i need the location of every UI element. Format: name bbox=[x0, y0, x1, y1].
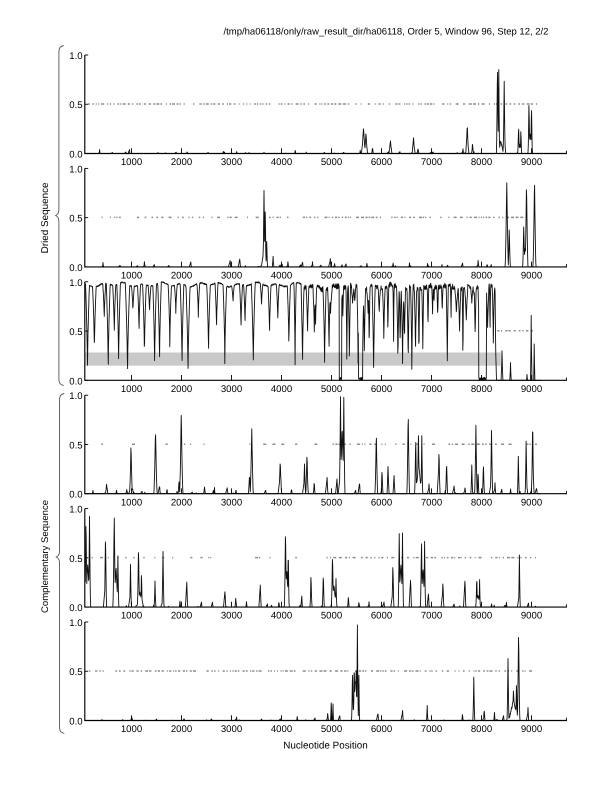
svg-text:3000: 3000 bbox=[221, 384, 242, 395]
svg-text:5000: 5000 bbox=[321, 724, 342, 735]
svg-text:1000: 1000 bbox=[121, 611, 142, 622]
svg-text:0.5: 0.5 bbox=[69, 214, 82, 225]
svg-text:8000: 8000 bbox=[471, 497, 492, 508]
svg-text:1000: 1000 bbox=[121, 497, 142, 508]
svg-text:5000: 5000 bbox=[321, 271, 342, 282]
svg-text:1.0: 1.0 bbox=[69, 164, 82, 175]
svg-text:1000: 1000 bbox=[121, 271, 142, 282]
svg-text:7000: 7000 bbox=[421, 611, 442, 622]
svg-text:3000: 3000 bbox=[221, 611, 242, 622]
svg-text:2000: 2000 bbox=[171, 497, 192, 508]
svg-text:0.5: 0.5 bbox=[69, 554, 82, 565]
svg-text:9000: 9000 bbox=[521, 271, 542, 282]
svg-text:2000: 2000 bbox=[171, 271, 192, 282]
svg-text:8000: 8000 bbox=[471, 611, 492, 622]
svg-text:7000: 7000 bbox=[421, 384, 442, 395]
svg-text:6000: 6000 bbox=[371, 724, 392, 735]
svg-text:2000: 2000 bbox=[171, 384, 192, 395]
svg-text:/tmp/ha06118/only/raw_result_d: /tmp/ha06118/only/raw_result_dir/ha06118… bbox=[224, 27, 549, 38]
svg-text:2000: 2000 bbox=[171, 611, 192, 622]
svg-text:4000: 4000 bbox=[271, 611, 292, 622]
svg-text:1000: 1000 bbox=[121, 724, 142, 735]
svg-text:9000: 9000 bbox=[521, 724, 542, 735]
svg-text:3000: 3000 bbox=[221, 497, 242, 508]
svg-text:0.5: 0.5 bbox=[69, 100, 82, 111]
svg-text:8000: 8000 bbox=[471, 157, 492, 168]
svg-text:0.0: 0.0 bbox=[69, 490, 82, 501]
svg-text:0.0: 0.0 bbox=[69, 263, 82, 274]
svg-text:6000: 6000 bbox=[371, 497, 392, 508]
svg-text:1000: 1000 bbox=[121, 384, 142, 395]
svg-text:1.0: 1.0 bbox=[69, 618, 82, 629]
svg-text:4000: 4000 bbox=[271, 157, 292, 168]
svg-text:7000: 7000 bbox=[421, 497, 442, 508]
svg-text:5000: 5000 bbox=[321, 384, 342, 395]
svg-text:9000: 9000 bbox=[521, 157, 542, 168]
svg-text:4000: 4000 bbox=[271, 384, 292, 395]
svg-text:8000: 8000 bbox=[471, 384, 492, 395]
svg-text:9000: 9000 bbox=[521, 384, 542, 395]
svg-text:8000: 8000 bbox=[471, 271, 492, 282]
svg-text:3000: 3000 bbox=[221, 271, 242, 282]
svg-text:2000: 2000 bbox=[171, 724, 192, 735]
svg-text:4000: 4000 bbox=[271, 724, 292, 735]
svg-text:4000: 4000 bbox=[271, 271, 292, 282]
svg-text:7000: 7000 bbox=[421, 157, 442, 168]
svg-text:0.0: 0.0 bbox=[69, 150, 82, 161]
svg-text:5000: 5000 bbox=[321, 497, 342, 508]
svg-text:4000: 4000 bbox=[271, 497, 292, 508]
svg-text:1.0: 1.0 bbox=[69, 505, 82, 516]
svg-text:3000: 3000 bbox=[221, 157, 242, 168]
svg-text:6000: 6000 bbox=[371, 271, 392, 282]
svg-text:3000: 3000 bbox=[221, 724, 242, 735]
svg-text:0.5: 0.5 bbox=[69, 327, 82, 338]
svg-text:0.5: 0.5 bbox=[69, 440, 82, 451]
svg-text:1.0: 1.0 bbox=[69, 51, 82, 62]
svg-text:0.0: 0.0 bbox=[69, 376, 82, 387]
svg-text:Nucleotide Position: Nucleotide Position bbox=[283, 740, 368, 751]
svg-text:8000: 8000 bbox=[471, 724, 492, 735]
svg-text:9000: 9000 bbox=[521, 611, 542, 622]
svg-text:6000: 6000 bbox=[371, 157, 392, 168]
svg-text:0.0: 0.0 bbox=[69, 603, 82, 614]
svg-text:Dried Sequence: Dried Sequence bbox=[40, 182, 51, 253]
svg-text:7000: 7000 bbox=[421, 724, 442, 735]
svg-text:0.0: 0.0 bbox=[69, 717, 82, 728]
svg-text:1000: 1000 bbox=[121, 157, 142, 168]
svg-text:5000: 5000 bbox=[321, 611, 342, 622]
svg-text:0.5: 0.5 bbox=[69, 667, 82, 678]
svg-text:5000: 5000 bbox=[321, 157, 342, 168]
svg-text:2000: 2000 bbox=[171, 157, 192, 168]
svg-text:1.0: 1.0 bbox=[69, 278, 82, 289]
svg-text:9000: 9000 bbox=[521, 497, 542, 508]
svg-text:6000: 6000 bbox=[371, 611, 392, 622]
svg-text:6000: 6000 bbox=[371, 384, 392, 395]
svg-text:1.0: 1.0 bbox=[69, 391, 82, 402]
svg-text:Complementary Sequence: Complementary Sequence bbox=[40, 500, 51, 613]
svg-text:7000: 7000 bbox=[421, 271, 442, 282]
